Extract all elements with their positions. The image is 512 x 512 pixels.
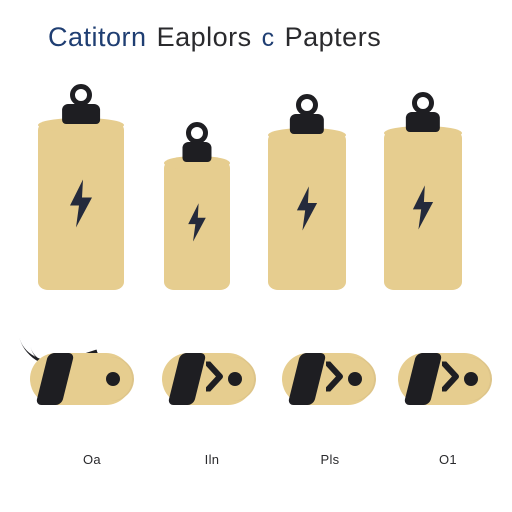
capacitor-body: [162, 353, 254, 405]
lying-row: [0, 345, 512, 465]
terminal-dot-icon: [106, 372, 120, 386]
capacitor-cap: [62, 104, 100, 124]
bolt-holder: [293, 186, 321, 235]
standing-capacitor: [38, 122, 124, 290]
capacitor-body: [282, 353, 374, 405]
standing-row: [0, 70, 512, 310]
capacitor-ring-icon: [412, 92, 434, 114]
chevron-icon: [206, 362, 228, 392]
chevron-icon: [326, 362, 348, 392]
capacitor-body: [164, 160, 230, 290]
terminal-dot-icon: [228, 372, 242, 386]
bolt-holder: [185, 203, 209, 246]
capacitor-band: [36, 353, 75, 405]
standing-capacitor: [164, 160, 230, 290]
title-word-1: Catitorn: [48, 22, 147, 52]
lightning-bolt-icon: [66, 180, 96, 228]
capacitor-band: [168, 353, 207, 405]
page-title: Catitorn Eaplors c Papters: [48, 22, 381, 53]
lightning-bolt-icon: [185, 203, 209, 241]
lying-capacitor: [162, 353, 254, 405]
chevron-holder: [442, 362, 464, 397]
lying-capacitor: [282, 353, 374, 405]
capacitor-cap: [290, 114, 324, 134]
capacitor-ring-icon: [296, 94, 318, 116]
capacitor-label: O1: [439, 452, 457, 467]
terminal-dot-icon: [464, 372, 478, 386]
capacitor-body: [398, 353, 490, 405]
capacitor-label: Pls: [321, 452, 340, 467]
lightning-bolt-icon: [293, 186, 321, 230]
capacitor-band: [288, 353, 327, 405]
terminal-dot-icon: [348, 372, 362, 386]
capacitor-body: [268, 132, 346, 290]
capacitor-cap: [406, 112, 440, 132]
standing-capacitor: [384, 130, 462, 290]
lying-capacitor: [398, 353, 490, 405]
capacitor-cap: [182, 142, 211, 162]
title-word-3: c: [262, 24, 275, 52]
capacitor-body: [30, 353, 132, 405]
chevron-holder: [326, 362, 348, 397]
capacitor-ring-icon: [70, 84, 92, 106]
chevron-icon: [442, 362, 464, 392]
capacitor-body: [384, 130, 462, 290]
bolt-holder: [409, 185, 437, 234]
capacitor-band: [404, 353, 443, 405]
title-word-2: Eaplors: [157, 22, 252, 52]
title-word-4: Papters: [285, 22, 382, 52]
lying-capacitor: [30, 353, 132, 405]
capacitor-label: Oa: [83, 452, 101, 467]
capacitor-ring-icon: [186, 122, 208, 144]
lightning-bolt-icon: [409, 185, 437, 229]
standing-capacitor: [268, 132, 346, 290]
capacitor-body: [38, 122, 124, 290]
bolt-holder: [66, 180, 96, 233]
capacitor-label: Iln: [205, 452, 220, 467]
chevron-holder: [206, 362, 228, 397]
